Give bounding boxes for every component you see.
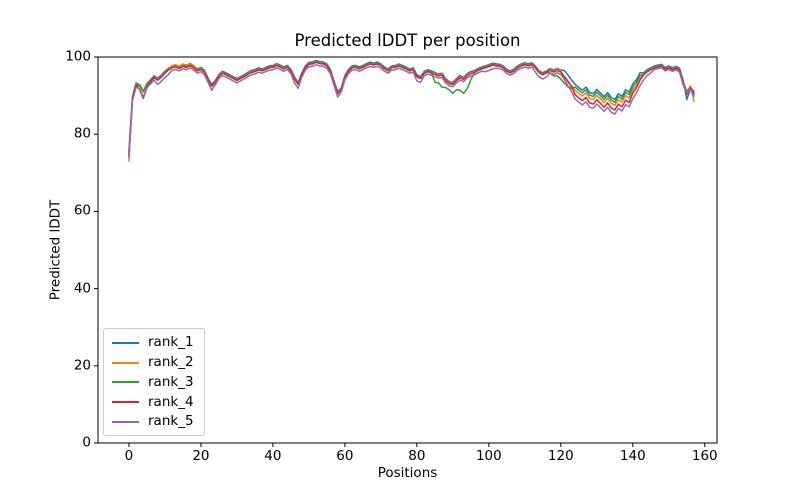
legend-label: rank_3 xyxy=(148,373,194,390)
y-axis-label: Predicted lDDT xyxy=(47,199,64,301)
x-tick-label-120: 120 xyxy=(547,448,574,464)
x-tick-label-40: 40 xyxy=(264,448,282,464)
legend-label: rank_4 xyxy=(148,393,194,410)
y-tick-label-0: 0 xyxy=(82,434,91,451)
legend-label: rank_2 xyxy=(148,353,194,370)
series-line-rank_1 xyxy=(128,59,695,153)
legend-label: rank_5 xyxy=(148,413,194,430)
y-tick-label-60: 60 xyxy=(73,202,91,219)
y-tick-label-80: 80 xyxy=(73,125,91,142)
x-tick-label-0: 0 xyxy=(124,448,134,464)
legend-item-rank_1: rank_1 xyxy=(112,333,204,353)
series-line-rank_2 xyxy=(128,60,695,162)
legend-line-swatch xyxy=(112,361,139,364)
x-tick-label-100: 100 xyxy=(475,448,502,464)
y-tick-label-20: 20 xyxy=(73,357,91,374)
x-axis-label: Positions xyxy=(377,465,438,481)
legend-item-rank_2: rank_2 xyxy=(112,353,204,373)
x-tick-label-140: 140 xyxy=(619,448,646,464)
legend-item-rank_5: rank_5 xyxy=(112,412,204,432)
series-line-rank_4 xyxy=(128,61,695,156)
legend-line-swatch xyxy=(112,341,139,344)
legend-line-swatch xyxy=(112,401,139,404)
legend-item-rank_3: rank_3 xyxy=(112,373,204,393)
x-tick-label-60: 60 xyxy=(336,448,354,464)
legend-line-swatch xyxy=(112,381,139,384)
legend: rank_1 rank_2 rank_3 rank_4 rank_5 xyxy=(103,328,205,436)
x-tick-label-20: 20 xyxy=(192,448,210,464)
legend-item-rank_4: rank_4 xyxy=(112,392,204,412)
y-tick-label-40: 40 xyxy=(73,280,91,297)
legend-label: rank_1 xyxy=(148,334,194,351)
legend-line-swatch xyxy=(112,421,139,424)
chart-title: Predicted lDDT per position xyxy=(294,31,521,50)
x-tick-label-160: 160 xyxy=(691,448,718,464)
axes-spines xyxy=(97,56,718,444)
y-tick-label-100: 100 xyxy=(65,48,91,65)
x-tick-label-80: 80 xyxy=(408,448,426,464)
series-line-rank_5 xyxy=(128,63,695,159)
